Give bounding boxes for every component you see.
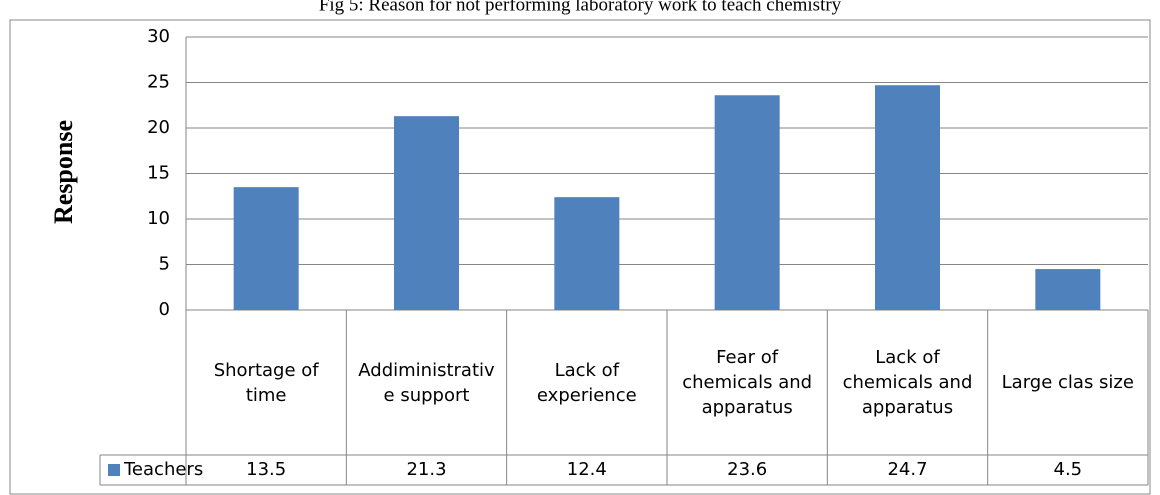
bar [714,95,780,311]
value-cell: 21.3 [406,459,446,480]
category-cell: Fear of chemicals and apparatus [682,347,813,418]
x-tick-label: Lack of experience [536,359,637,406]
category-cell: Addiministrative support [358,359,495,406]
chart-border [9,19,1151,495]
category-cell: Lack of chemicals and apparatus [842,347,973,418]
value-cell: 4.5 [1054,459,1083,480]
bar [875,85,940,310]
value-cell: 24.7 [887,459,927,480]
legend-swatch [108,464,120,476]
y-tick-label: 30 [147,26,170,47]
bar [394,116,459,310]
y-tick-label: 15 [147,163,170,184]
bar [233,187,299,310]
category-cell: Large clas size [1001,372,1134,393]
bar [554,197,620,310]
y-tick-label: 10 [147,208,170,229]
y-tick-label: 20 [147,117,170,138]
value-cell: 12.4 [567,459,607,480]
x-tick-label: Lack of chemicals and apparatus [842,347,973,418]
x-tick-label: Fear of chemicals and apparatus [682,347,813,418]
category-cell: Shortage of time [213,359,319,406]
x-tick-label: Large clas size [1001,372,1134,393]
value-cell: 23.6 [727,459,767,480]
x-tick-label: Addiministrative support [358,359,495,406]
chart-title: Fig 5: Reason for not performing laborat… [319,0,842,15]
y-tick-label: 25 [147,72,170,93]
y-tick-label: 5 [159,254,170,275]
value-cell: 13.5 [246,459,286,480]
x-tick-label: Shortage of time [213,359,319,406]
y-axis-title: Response [49,120,78,224]
legend-label: Teachers [123,459,203,480]
category-cell: Lack of experience [536,359,637,406]
y-tick-label: 0 [159,299,170,320]
bar [1035,269,1101,310]
